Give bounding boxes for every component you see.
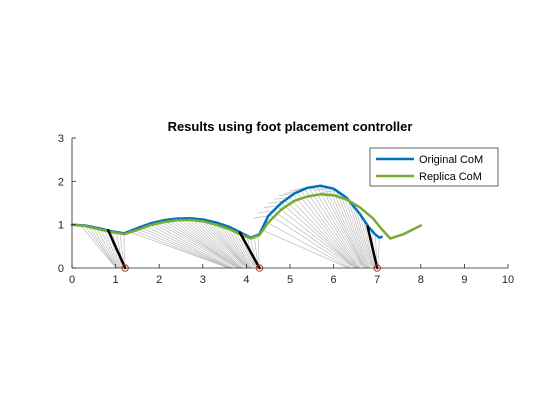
x-tick-label: 9 [461, 274, 467, 286]
leg-trace [88, 226, 117, 268]
leg-trace [100, 228, 120, 269]
chart-title: Results using foot placement controller [168, 119, 413, 134]
leg-trace [277, 206, 353, 267]
leg-trace [183, 218, 241, 269]
leg-trace [377, 237, 380, 269]
leg-trace [206, 220, 247, 268]
x-tick-label: 6 [331, 274, 337, 286]
leg-trace [175, 218, 239, 269]
leg-trace [296, 192, 358, 269]
x-tick-label: 0 [69, 274, 75, 286]
leg-trace [355, 208, 373, 266]
leg-trace [263, 205, 279, 209]
stance-leg [366, 225, 379, 270]
x-ticks: 0 1 2 3 4 5 6 7 8 9 10 [69, 264, 514, 286]
x-tick-label: 7 [374, 274, 380, 286]
stance-legs [106, 225, 379, 270]
y-tick-label: 0 [58, 263, 64, 275]
stance-leg [106, 229, 127, 270]
leg-trace [281, 202, 354, 267]
leg-trace [269, 214, 351, 268]
leg-trace [214, 222, 249, 269]
leg-trace [304, 188, 360, 269]
leg-trace [300, 190, 359, 269]
leg-trace [155, 221, 234, 267]
leg-trace [80, 225, 115, 267]
leg-trace [347, 199, 371, 268]
leg-trace [351, 204, 372, 267]
leg-trace [339, 193, 369, 269]
x-tick-label: 2 [156, 274, 162, 286]
leg-trace [234, 229, 254, 267]
leg-trace [257, 234, 260, 269]
x-tick-label: 5 [287, 274, 293, 286]
leg-trace [171, 218, 238, 269]
leg-trace [136, 228, 229, 269]
leg-trace [288, 197, 356, 269]
leg-trace [218, 223, 250, 269]
y-ticks: 0 1 2 3 [58, 133, 76, 275]
leg-trace [258, 210, 274, 214]
leg-trace [199, 218, 245, 267]
leg-traces [80, 185, 380, 269]
series-layer [70, 184, 423, 240]
leg-trace [148, 223, 232, 269]
leg-trace [84, 225, 116, 267]
legend-box [369, 147, 499, 187]
leg-trace [265, 221, 350, 269]
leg-trace [316, 186, 363, 267]
replica-com-line [70, 193, 423, 240]
leg-trace [226, 225, 252, 269]
leg-trace [195, 218, 244, 267]
x-tick-label: 3 [200, 274, 206, 286]
leg-trace [343, 195, 370, 269]
leg-trace [222, 224, 251, 269]
leg-trace [96, 227, 119, 269]
leg-trace [261, 229, 349, 269]
leg-trace [103, 229, 121, 269]
leg-trace [119, 232, 125, 266]
legend: Original CoM Replica CoM [369, 147, 499, 187]
leg-trace [279, 193, 295, 196]
leg-trace [292, 194, 357, 269]
leg-trace [363, 219, 375, 268]
leg-trace [152, 222, 233, 268]
leg-trace [359, 213, 374, 267]
x-tick-label: 4 [243, 274, 249, 286]
leg-trace [328, 187, 366, 269]
leg-trace [159, 220, 235, 267]
leg-trace [132, 229, 228, 269]
leg-trace [331, 188, 367, 269]
leg-trace [123, 233, 126, 267]
legend-label-original: Original CoM [419, 154, 483, 166]
leg-trace [324, 186, 365, 268]
leg-trace [167, 219, 237, 268]
leg-trace [191, 218, 243, 268]
leg-trace [335, 190, 368, 269]
leg-trace [92, 226, 118, 269]
y-tick-label: 2 [58, 176, 64, 188]
x-tick-label: 10 [502, 274, 514, 286]
leg-trace [320, 190, 337, 194]
leg-trace [179, 218, 240, 269]
leg-trace [312, 186, 362, 267]
leg-trace [144, 225, 231, 269]
leg-trace [140, 226, 230, 269]
leg-trace [284, 199, 355, 268]
leg-trace [187, 217, 242, 269]
leg-trace [210, 221, 248, 269]
leg-trace [320, 185, 364, 267]
x-tick-label: 8 [418, 274, 424, 286]
stance-leg [238, 231, 261, 270]
leg-trace [252, 215, 269, 219]
y-tick-label: 3 [58, 133, 64, 145]
y-tick-label: 1 [58, 220, 64, 232]
leg-trace [308, 187, 361, 268]
leg-trace [230, 227, 253, 268]
x-tick-label: 1 [113, 274, 119, 286]
leg-trace [202, 219, 246, 267]
leg-trace [273, 210, 352, 267]
legend-label-replica: Replica CoM [419, 171, 482, 183]
